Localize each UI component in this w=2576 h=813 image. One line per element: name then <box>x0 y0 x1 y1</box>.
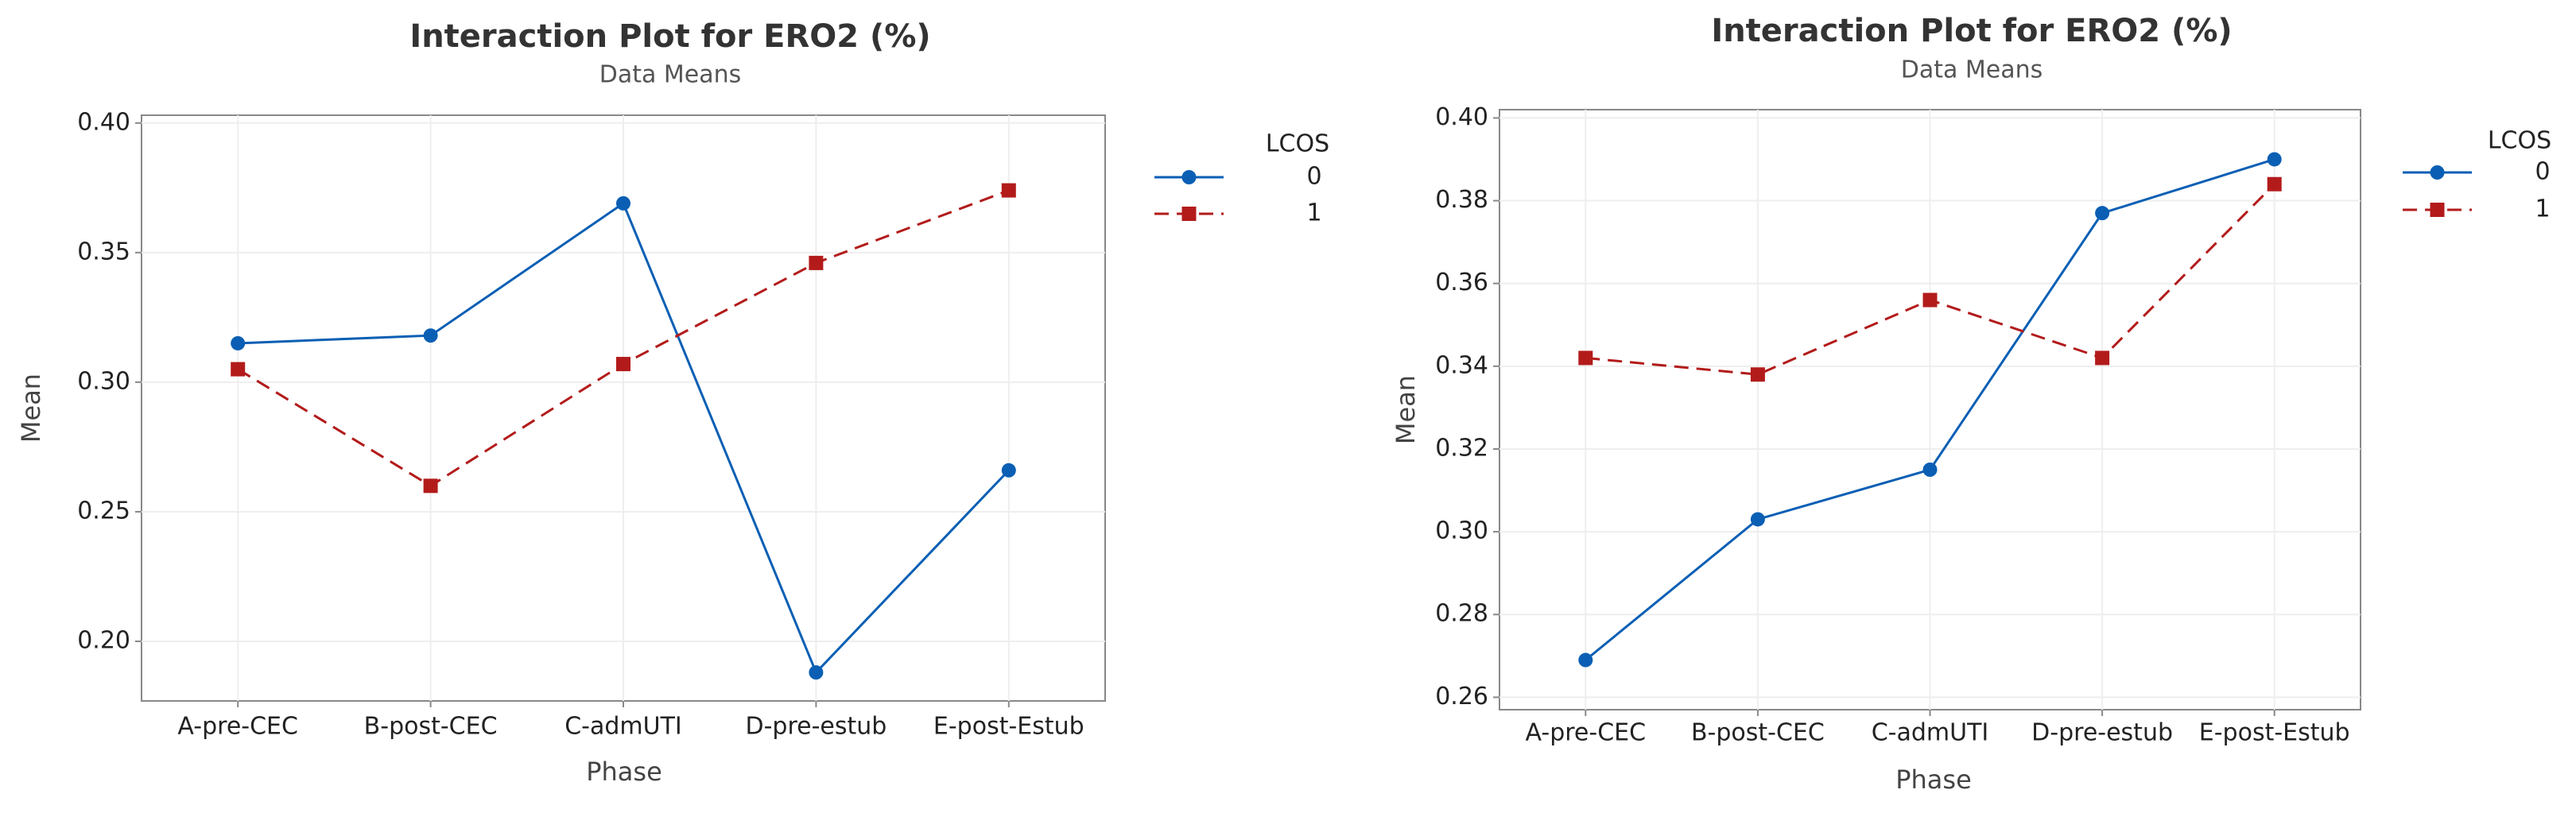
legend-label: 0 <box>2535 158 2550 186</box>
x-tick-label: E-post-Estub <box>2199 719 2350 747</box>
y-tick-label: 0.36 <box>1435 269 1488 296</box>
legend-label: 1 <box>2535 196 2550 223</box>
y-tick-label: 0.28 <box>1435 600 1488 628</box>
point <box>423 328 438 343</box>
legend-marker <box>1181 170 1197 184</box>
y-tick-label: 0.35 <box>77 238 130 265</box>
point <box>809 255 824 270</box>
x-tick-label: E-post-Estub <box>933 713 1084 741</box>
chart-title: Interaction Plot for ERO2 (%) <box>1711 13 2232 49</box>
point <box>1750 512 1765 527</box>
point <box>1922 292 1938 308</box>
legend-marker <box>2430 165 2445 180</box>
point <box>1001 183 1016 198</box>
chart-subtitle: Data Means <box>1901 56 2043 84</box>
x-tick-label: B-post-CEC <box>1691 719 1825 747</box>
y-tick-label: 0.20 <box>77 626 130 654</box>
point <box>2267 152 2282 167</box>
point <box>423 478 438 494</box>
point <box>1001 463 1016 478</box>
point <box>616 196 630 211</box>
x-axis-label: Phase <box>1895 765 1972 795</box>
y-tick-label: 0.38 <box>1435 186 1488 214</box>
x-axis-label: Phase <box>586 757 662 787</box>
point <box>1750 367 1765 382</box>
legend-title: LCOS <box>2488 127 2551 155</box>
x-tick-label: C-admUTI <box>1872 719 1989 747</box>
chart: Interaction Plot for ERO2 (%) Data Means A… <box>1391 13 2551 795</box>
y-tick-label: 0.40 <box>1435 103 1488 131</box>
legend-marker <box>1181 207 1197 221</box>
point <box>2095 350 2110 366</box>
y-tick-label: 0.30 <box>77 367 130 395</box>
y-tick-label: 0.32 <box>1435 434 1488 462</box>
legend-label: 0 <box>1306 163 1321 191</box>
chart: Interaction Plot for ERO2 (%) Data Means A… <box>16 18 1329 787</box>
y-tick-label: 0.26 <box>1435 683 1488 710</box>
x-tick-label: B-post-CEC <box>364 713 498 741</box>
y-tick-label: 0.34 <box>1435 351 1488 379</box>
legend-marker <box>2430 203 2445 217</box>
point <box>1578 350 1593 366</box>
chart-title: Interaction Plot for ERO2 (%) <box>409 18 930 55</box>
point <box>1922 463 1938 477</box>
legend-title: LCOS <box>1266 130 1329 158</box>
point <box>2095 206 2110 221</box>
x-tick-label: D-pre-estub <box>2031 719 2173 747</box>
x-tick-label: A-pre-CEC <box>1526 719 1647 747</box>
chart-subtitle: Data Means <box>599 61 742 89</box>
x-tick-label: A-pre-CEC <box>177 713 298 741</box>
legend-label: 1 <box>1306 199 1321 227</box>
point <box>231 335 246 350</box>
y-tick-label: 0.30 <box>1435 517 1488 545</box>
y-tick-label: 0.40 <box>77 108 130 136</box>
point <box>616 357 630 372</box>
y-tick-label: 0.25 <box>77 497 130 525</box>
y-axis-label: Mean <box>16 374 46 443</box>
x-tick-label: D-pre-estub <box>745 713 886 741</box>
x-tick-label: C-admUTI <box>564 713 682 741</box>
y-axis-label: Mean <box>1391 375 1421 444</box>
point <box>809 665 824 680</box>
point <box>2267 176 2282 192</box>
point <box>1578 652 1593 668</box>
point <box>231 362 246 377</box>
